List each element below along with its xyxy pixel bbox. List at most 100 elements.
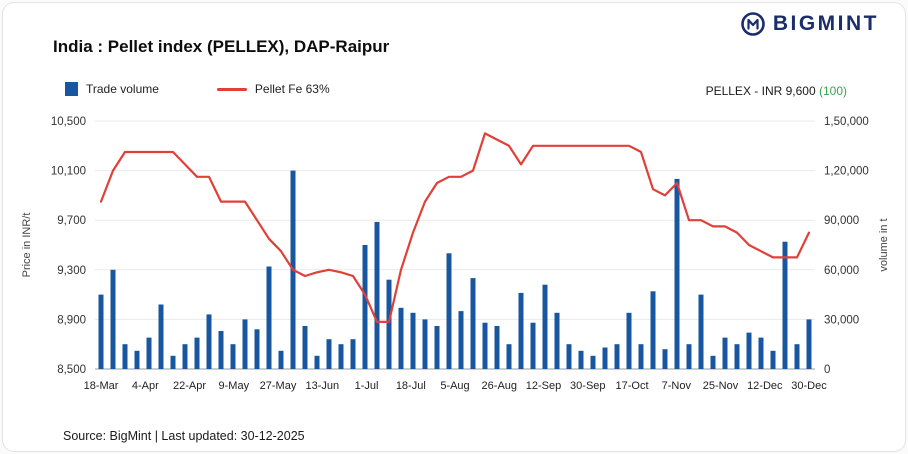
volume-bar bbox=[590, 355, 596, 369]
volume-bar bbox=[758, 337, 764, 369]
right-axis-tick: 60,000 bbox=[824, 265, 859, 277]
pellex-change: (100) bbox=[818, 84, 847, 98]
volume-bar bbox=[662, 349, 668, 369]
x-axis-tick: 4-Apr bbox=[132, 380, 159, 392]
volume-bar bbox=[770, 350, 776, 369]
x-axis-tick: 18-Jul bbox=[396, 380, 426, 392]
volume-bar bbox=[482, 322, 488, 369]
volume-bar bbox=[326, 339, 332, 369]
left-axis-tick: 10,500 bbox=[51, 116, 86, 128]
volume-bar bbox=[530, 322, 536, 369]
volume-bar bbox=[338, 344, 344, 369]
volume-bar bbox=[278, 350, 284, 369]
volume-bar bbox=[98, 294, 104, 369]
volume-bar bbox=[698, 294, 704, 369]
right-axis-tick: 90,000 bbox=[824, 215, 859, 227]
volume-bar bbox=[170, 355, 176, 369]
volume-bar bbox=[386, 279, 392, 369]
chart-area: 10,500 1,50,000 10,100 1,20,000 9,700 90,000 9… bbox=[17, 107, 897, 407]
x-axis-tick: 26-Aug bbox=[482, 380, 517, 392]
x-axis-tick: 18-Mar bbox=[84, 380, 119, 392]
right-axis-tick: 0 bbox=[824, 364, 830, 376]
left-axis-tick: 9,300 bbox=[57, 265, 86, 277]
volume-bar bbox=[374, 221, 380, 369]
volume-bar bbox=[194, 337, 200, 369]
x-axis-tick: 30-Sep bbox=[570, 380, 605, 392]
volume-bar bbox=[350, 339, 356, 369]
volume-bar bbox=[734, 344, 740, 369]
volume-bar bbox=[362, 245, 368, 369]
pellex-ticker: PELLEX - INR 9,600 (100) bbox=[706, 84, 847, 98]
volume-bar bbox=[722, 337, 728, 369]
left-axis-tick: 9,700 bbox=[57, 215, 86, 227]
volume-bar bbox=[122, 344, 128, 369]
right-axis-tick: 1,20,000 bbox=[824, 166, 869, 178]
left-axis-title: Price in INR/t bbox=[21, 213, 33, 278]
volume-bar bbox=[578, 350, 584, 369]
volume-bar bbox=[650, 291, 656, 369]
volume-bar bbox=[602, 347, 608, 369]
volume-bar bbox=[782, 241, 788, 369]
x-axis-tick: 27-May bbox=[260, 380, 297, 392]
legend-item-trade-volume: Trade volume bbox=[65, 82, 159, 96]
left-axis-tick: 8,500 bbox=[57, 364, 86, 376]
volume-bar bbox=[182, 344, 188, 369]
x-axis-tick: 12-Sep bbox=[526, 380, 561, 392]
legend-swatch-trade-volume bbox=[65, 82, 78, 96]
pellex-value: PELLEX - INR 9,600 bbox=[705, 84, 816, 98]
volume-bar bbox=[134, 350, 140, 369]
legend-label-trade-volume: Trade volume bbox=[86, 82, 159, 96]
volume-bar bbox=[794, 344, 800, 369]
price-line bbox=[99, 132, 811, 323]
volume-bar bbox=[566, 344, 572, 369]
volume-bar bbox=[206, 314, 212, 369]
volume-bar bbox=[746, 332, 752, 369]
legend-label-pellet-fe63: Pellet Fe 63% bbox=[254, 82, 330, 96]
x-axis-tick: 17-Oct bbox=[615, 380, 648, 392]
bigmint-logo-text: BIGMINT bbox=[772, 12, 879, 35]
volume-bar bbox=[626, 312, 632, 369]
volume-bar bbox=[146, 337, 152, 369]
right-axis-tick: 30,000 bbox=[824, 314, 859, 326]
left-axis-tick: 10,100 bbox=[51, 166, 86, 178]
x-axis-tick: 13-Jun bbox=[305, 380, 339, 392]
volume-bar bbox=[110, 269, 116, 369]
volume-bar bbox=[218, 331, 224, 369]
volume-bar bbox=[230, 344, 236, 369]
x-axis-tick: 22-Apr bbox=[173, 380, 206, 392]
volume-bar bbox=[254, 329, 260, 369]
volume-bar bbox=[302, 326, 308, 369]
volume-bar bbox=[674, 178, 680, 369]
x-axis-tick: 25-Nov bbox=[703, 380, 739, 392]
x-axis-tick: 30-Dec bbox=[791, 380, 827, 392]
x-axis-tick: 5-Aug bbox=[440, 380, 469, 392]
legend-swatch-pellet-line bbox=[216, 87, 247, 91]
page-title: India : Pellet index (PELLEX), DAP-Raipu… bbox=[53, 37, 390, 56]
volume-bar bbox=[686, 344, 692, 369]
volume-bar bbox=[542, 284, 548, 369]
volume-bar bbox=[398, 307, 404, 369]
volume-bar bbox=[554, 312, 560, 369]
volume-bar bbox=[506, 344, 512, 369]
volume-bar bbox=[422, 319, 428, 369]
volume-bar bbox=[434, 326, 440, 369]
volume-bar bbox=[638, 344, 644, 369]
right-axis-tick: 1,50,000 bbox=[824, 116, 869, 128]
x-axis-tick: 9-May bbox=[219, 380, 250, 392]
volume-bar bbox=[614, 344, 620, 369]
volume-bar bbox=[494, 326, 500, 369]
legend-item-pellet-fe63: Pellet Fe 63% bbox=[216, 82, 330, 96]
right-axis-title: volume in t bbox=[878, 218, 890, 271]
volume-bar bbox=[158, 304, 164, 369]
volume-bar bbox=[446, 253, 452, 369]
bigmint-logo-icon bbox=[741, 12, 765, 36]
x-axis-tick: 1-Jul bbox=[355, 380, 379, 392]
volume-bar bbox=[518, 292, 524, 369]
volume-bar bbox=[458, 311, 464, 369]
x-axis-tick: 7-Nov bbox=[662, 380, 692, 392]
volume-bar bbox=[710, 355, 716, 369]
volume-bar bbox=[410, 312, 416, 369]
volume-bar bbox=[314, 355, 320, 369]
chart-legend: Trade volume Pellet Fe 63% bbox=[65, 82, 330, 96]
